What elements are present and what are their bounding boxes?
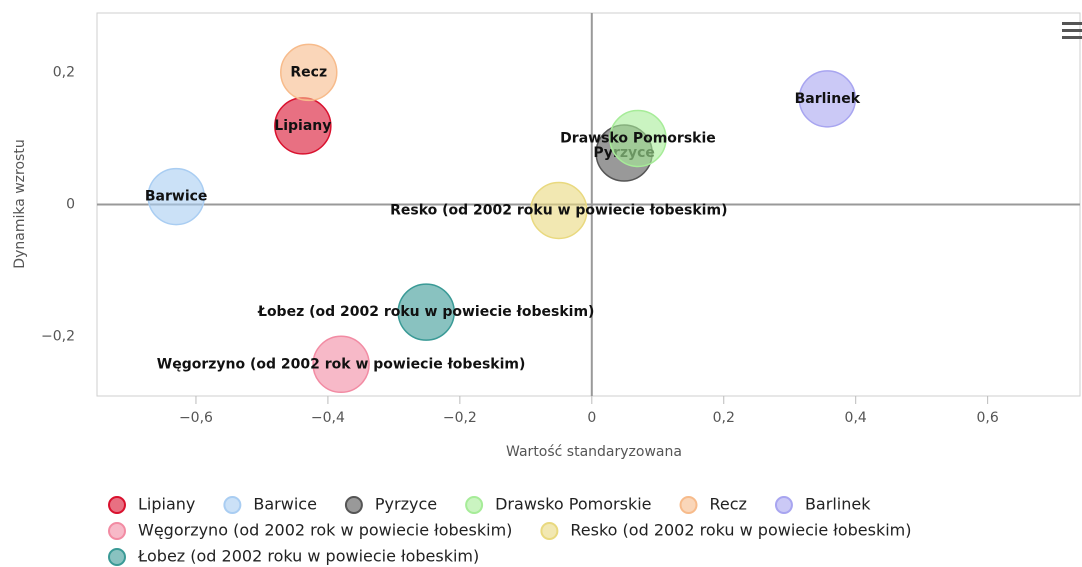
bubble [397, 283, 455, 341]
data-label: Lipiany [274, 118, 331, 134]
legend-marker [223, 496, 242, 514]
legend-item: Lipiany [108, 495, 195, 514]
legend-marker [679, 496, 698, 514]
legend-item: Barlinek [774, 495, 871, 514]
bubble [798, 70, 857, 128]
legend-label: Łobez (od 2002 roku w powiecie łobeskim) [137, 547, 479, 566]
y-tick-label: −0,2 [41, 329, 75, 345]
bubble [147, 167, 205, 226]
legend-item: Węgorzyno (od 2002 rok w powiecie łobesk… [108, 521, 512, 540]
data-label: Łobez (od 2002 roku w powiecie łobeskim) [257, 304, 594, 320]
legend-label: Resko (od 2002 roku w powiecie łobeskim) [570, 521, 911, 540]
bubble [280, 43, 338, 102]
legend-marker [774, 496, 793, 514]
legend-marker [465, 496, 484, 514]
y-axis-title: Dynamika wzrostu [12, 139, 28, 268]
legend-marker [108, 548, 126, 566]
legend-label: Recz [710, 495, 747, 514]
data-label: Recz [290, 64, 327, 80]
legend-item: Recz [679, 495, 747, 514]
y-tick-label: 0,2 [53, 64, 75, 80]
y-tick-label: 0 [66, 197, 75, 213]
legend-label: Barlinek [805, 495, 871, 514]
legend-item: Barwice [223, 495, 317, 514]
bubble [609, 109, 667, 168]
legend-item: Resko (od 2002 roku w powiecie łobeskim) [540, 521, 912, 540]
legend-marker [108, 496, 126, 514]
data-label: Barlinek [795, 91, 861, 107]
x-tick-label: 0,4 [845, 410, 867, 426]
menu-icon[interactable] [1062, 22, 1082, 39]
x-tick-label: −0,4 [311, 410, 345, 426]
legend-label: Drawsko Pomorskie [495, 495, 651, 514]
data-label: Barwice [145, 189, 208, 205]
legend-label: Węgorzyno (od 2002 rok w powiecie łobesk… [138, 521, 512, 540]
legend-item: Drawsko Pomorskie [465, 495, 652, 514]
bubble [312, 335, 370, 394]
bubble [530, 181, 588, 240]
legend-marker [540, 522, 559, 540]
data-label: Drawsko Pomorskie [560, 130, 716, 146]
legend-marker [108, 522, 126, 540]
legend-label: Barwice [253, 495, 317, 514]
x-tick-label: −0,2 [443, 410, 477, 426]
legend-item: Pyrzyce [344, 495, 437, 514]
x-tick-label: 0,2 [713, 410, 735, 426]
legend-label: Pyrzyce [375, 495, 437, 514]
x-tick-label: 0 [587, 410, 596, 426]
legend-label: Lipiany [138, 495, 195, 514]
x-tick-label: 0,6 [977, 410, 999, 426]
legend-item: Łobez (od 2002 roku w powiecie łobeskim) [108, 547, 479, 566]
data-label: Resko (od 2002 roku w powiecie łobeskim) [390, 202, 727, 218]
data-label: Węgorzyno (od 2002 rok w powiecie łobesk… [157, 356, 526, 372]
x-tick-label: −0,6 [179, 410, 213, 426]
x-axis-title: Wartość standaryzowana [506, 444, 682, 460]
legend-marker [344, 496, 363, 514]
